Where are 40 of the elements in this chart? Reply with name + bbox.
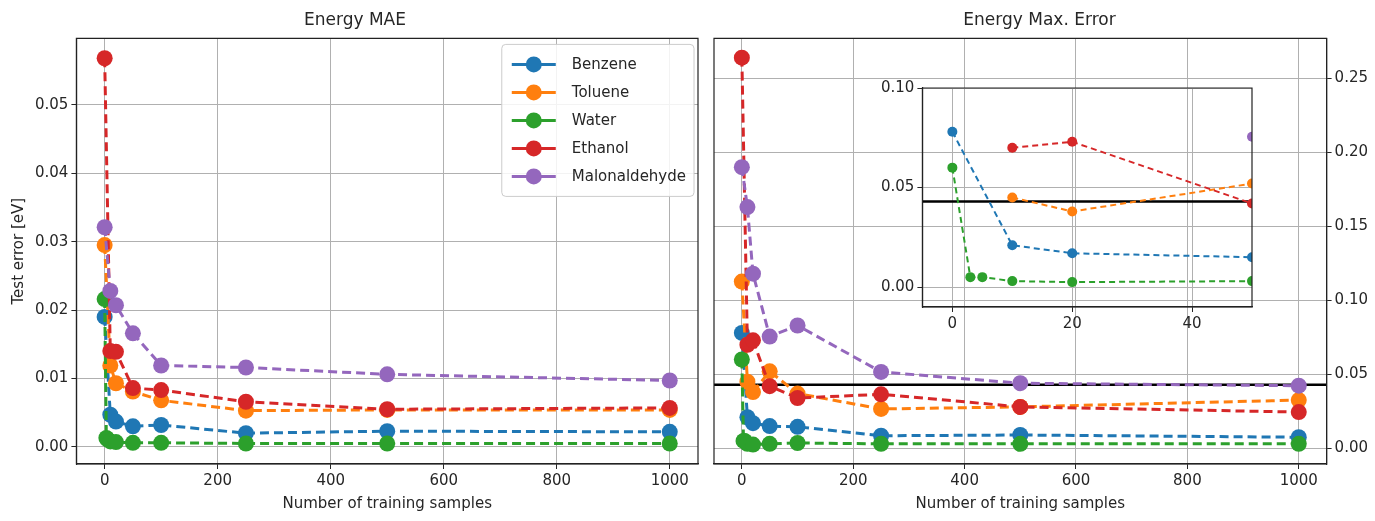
x-tick-label: 20 — [1062, 313, 1082, 332]
y-tick-label: 0.10 — [880, 77, 915, 96]
y2-tick-label: 0.25 — [1334, 68, 1369, 87]
legend-label: Benzene — [571, 55, 637, 74]
x-tick-label: 1000 — [1279, 470, 1318, 489]
x-tick-label: 600 — [1061, 470, 1091, 489]
legend-label: Water — [571, 111, 617, 130]
x-axis-title: Number of training samples — [282, 493, 493, 512]
y-axis-title: Test error [eV] — [8, 197, 27, 306]
y-tick-label: 0.01 — [34, 368, 69, 387]
y-tick-label: 0.05 — [34, 94, 69, 113]
x-tick-label: 400 — [316, 470, 346, 489]
y-tick-label: 0.02 — [34, 299, 69, 318]
y2-tick-label: 0.15 — [1334, 216, 1369, 235]
y-tick-label: 0.00 — [34, 436, 69, 455]
x-tick-label: 0 — [99, 470, 110, 489]
y2-tick-label: 0.05 — [1334, 364, 1369, 383]
y-tick-label: 0.04 — [34, 163, 69, 182]
y-tick-label: 0.05 — [880, 177, 915, 196]
legend-label: Toluene — [570, 83, 630, 102]
x-tick-label: 600 — [429, 470, 459, 489]
y2-tick-label: 0.20 — [1334, 142, 1369, 161]
x-tick-label: 40 — [1182, 313, 1202, 332]
x-axis-title: Number of training samples — [915, 493, 1126, 512]
y-tick-label: 0.00 — [880, 276, 915, 295]
legend-label: Ethanol — [571, 139, 629, 158]
x-tick-label: 1000 — [650, 470, 689, 489]
x-tick-label: 800 — [542, 470, 572, 489]
x-tick-label: 800 — [1173, 470, 1202, 489]
y2-tick-label: 0.00 — [1334, 438, 1369, 457]
x-tick-label: 400 — [950, 470, 979, 489]
x-tick-label: 0 — [947, 313, 958, 332]
x-tick-label: 0 — [737, 470, 747, 489]
x-tick-label: 200 — [203, 470, 232, 489]
x-tick-label: 200 — [838, 470, 868, 489]
y2-tick-label: 0.10 — [1334, 290, 1369, 309]
legend-label: Malonaldehyde — [571, 167, 687, 186]
chart-title: Energy MAE — [304, 8, 406, 29]
chart-title: Energy Max. Error — [963, 8, 1116, 29]
y-tick-label: 0.03 — [34, 231, 69, 250]
